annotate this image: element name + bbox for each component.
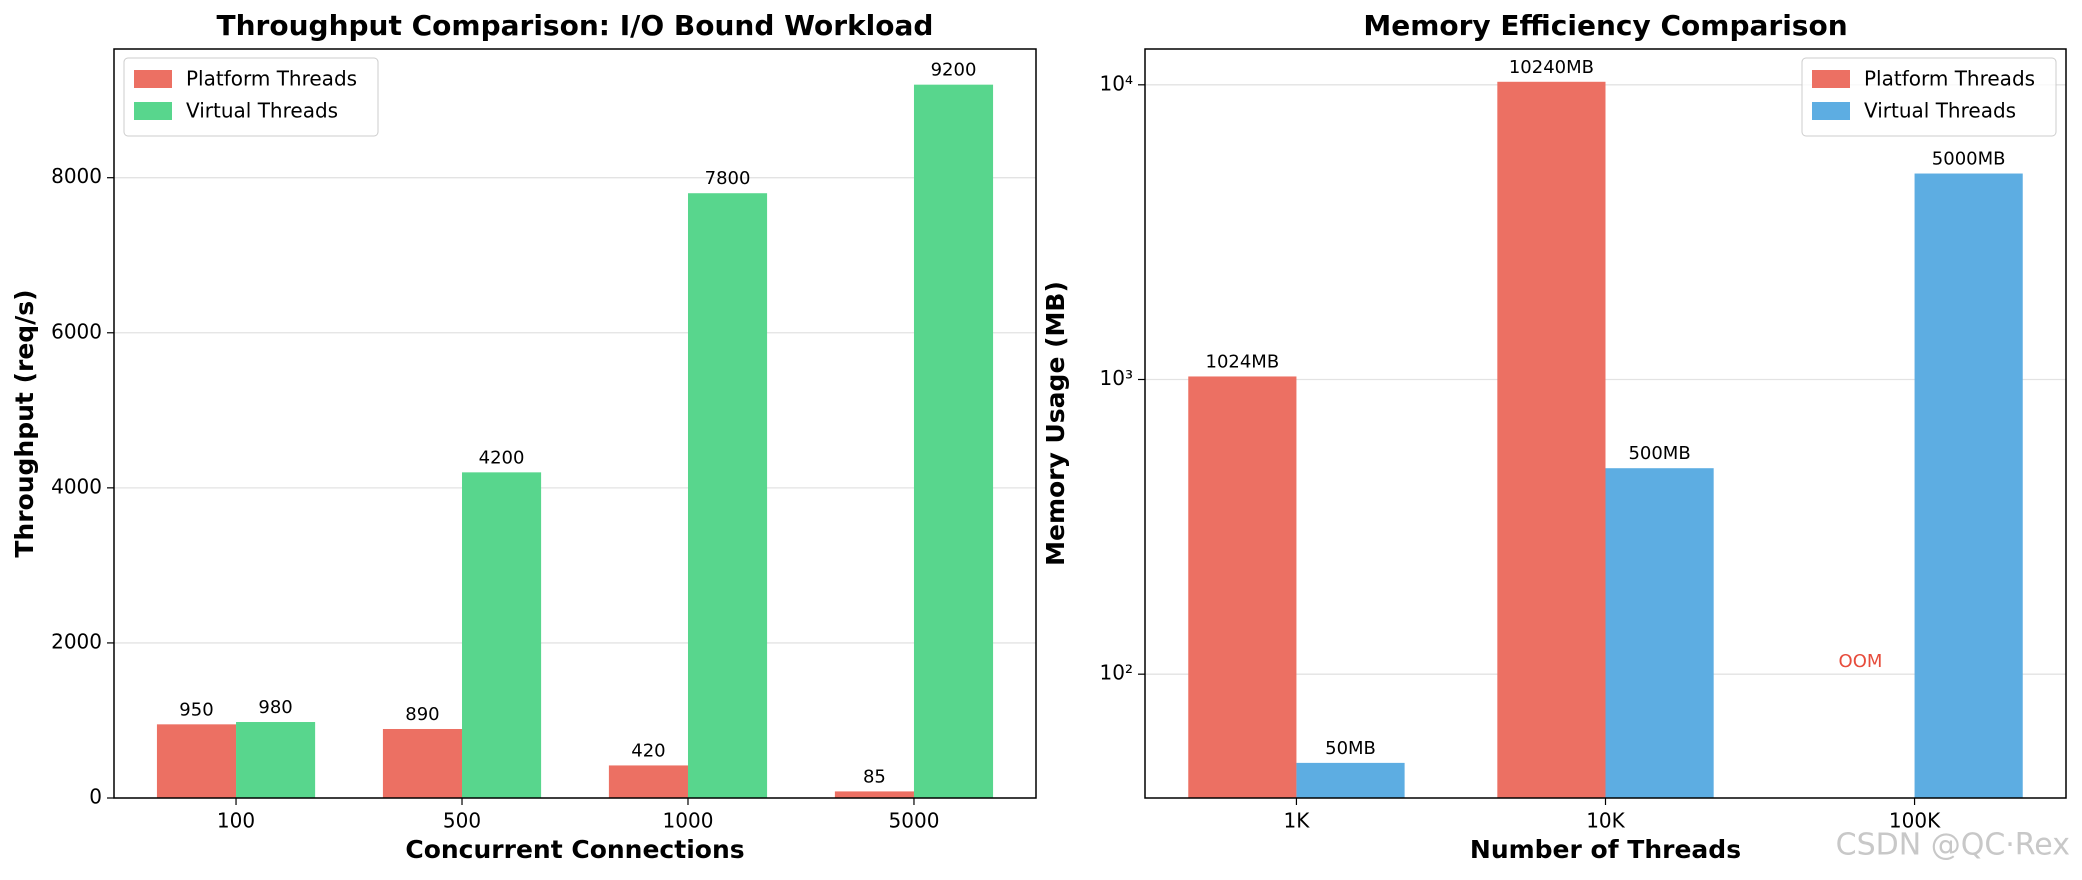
x-tick-label: 10K — [1586, 809, 1625, 833]
x-tick-label: 100 — [217, 809, 255, 833]
y-tick-label: 2000 — [51, 629, 102, 653]
y-tick-label: 6000 — [51, 319, 102, 343]
bar — [913, 84, 994, 798]
chart-title: Throughput Comparison: I/O Bound Workloa… — [217, 9, 934, 42]
legend-label: Platform Threads — [186, 67, 357, 91]
x-axis-label: Number of Threads — [1470, 835, 1741, 864]
y-axis-label: Memory Usage (MB) — [1041, 281, 1070, 566]
x-tick-label: 5000 — [889, 809, 940, 833]
data-label: 5000MB — [1932, 149, 2006, 170]
legend-box — [1801, 57, 2057, 137]
y-tick-label: 10³ — [1100, 366, 1133, 390]
legend-swatch — [134, 102, 172, 120]
data-label: 890 — [405, 704, 439, 725]
data-label: 85 — [863, 766, 886, 787]
bar — [1914, 173, 2023, 799]
legend-label: Virtual Threads — [1864, 99, 2016, 123]
bar — [1605, 468, 1714, 798]
data-label: 1024MB — [1206, 351, 1280, 372]
y-tick-label: 0 — [89, 785, 102, 809]
bar — [1188, 376, 1297, 798]
watermark: CSDN @QC·Rex — [1836, 828, 2070, 863]
data-label: 500MB — [1628, 443, 1690, 464]
data-label: 4200 — [479, 447, 525, 468]
data-label: 950 — [179, 699, 213, 720]
x-tick-label: 100K — [1889, 809, 1941, 833]
legend-swatch — [134, 70, 172, 88]
bar — [1497, 81, 1606, 799]
data-label: 9200 — [931, 60, 977, 81]
bar — [156, 724, 237, 798]
data-label: 10240MB — [1509, 57, 1594, 78]
legend-swatch — [1812, 102, 1850, 120]
data-label: 7800 — [705, 168, 751, 189]
y-tick-label: 10² — [1100, 661, 1133, 685]
y-tick-label: 8000 — [51, 164, 102, 188]
bar — [382, 728, 463, 798]
data-label: 420 — [631, 740, 665, 761]
bar — [1296, 762, 1405, 798]
legend-box — [123, 57, 379, 137]
x-tick-label: 1K — [1284, 809, 1311, 833]
x-axis-label: Concurrent Connections — [405, 835, 744, 864]
plot-frame — [113, 48, 1037, 799]
x-tick-label: 500 — [443, 809, 481, 833]
data-label: 980 — [258, 697, 292, 718]
bar — [462, 472, 542, 798]
y-tick-label: 4000 — [51, 474, 102, 498]
bar — [834, 791, 914, 798]
data-label: 50MB — [1325, 738, 1376, 759]
legend-swatch — [1812, 70, 1850, 88]
annotation: OOM — [1839, 651, 1883, 672]
x-tick-label: 1000 — [663, 809, 714, 833]
bar — [236, 722, 316, 798]
bar — [687, 193, 768, 798]
y-tick-label: 10⁴ — [1100, 71, 1133, 95]
bar — [608, 765, 688, 798]
y-axis-label: Throughput (req/s) — [10, 289, 39, 557]
chart-title: Memory Efficiency Comparison — [1363, 9, 1847, 42]
legend-label: Virtual Threads — [186, 99, 338, 123]
legend-label: Platform Threads — [1864, 67, 2035, 91]
plot-frame — [1144, 48, 2067, 799]
